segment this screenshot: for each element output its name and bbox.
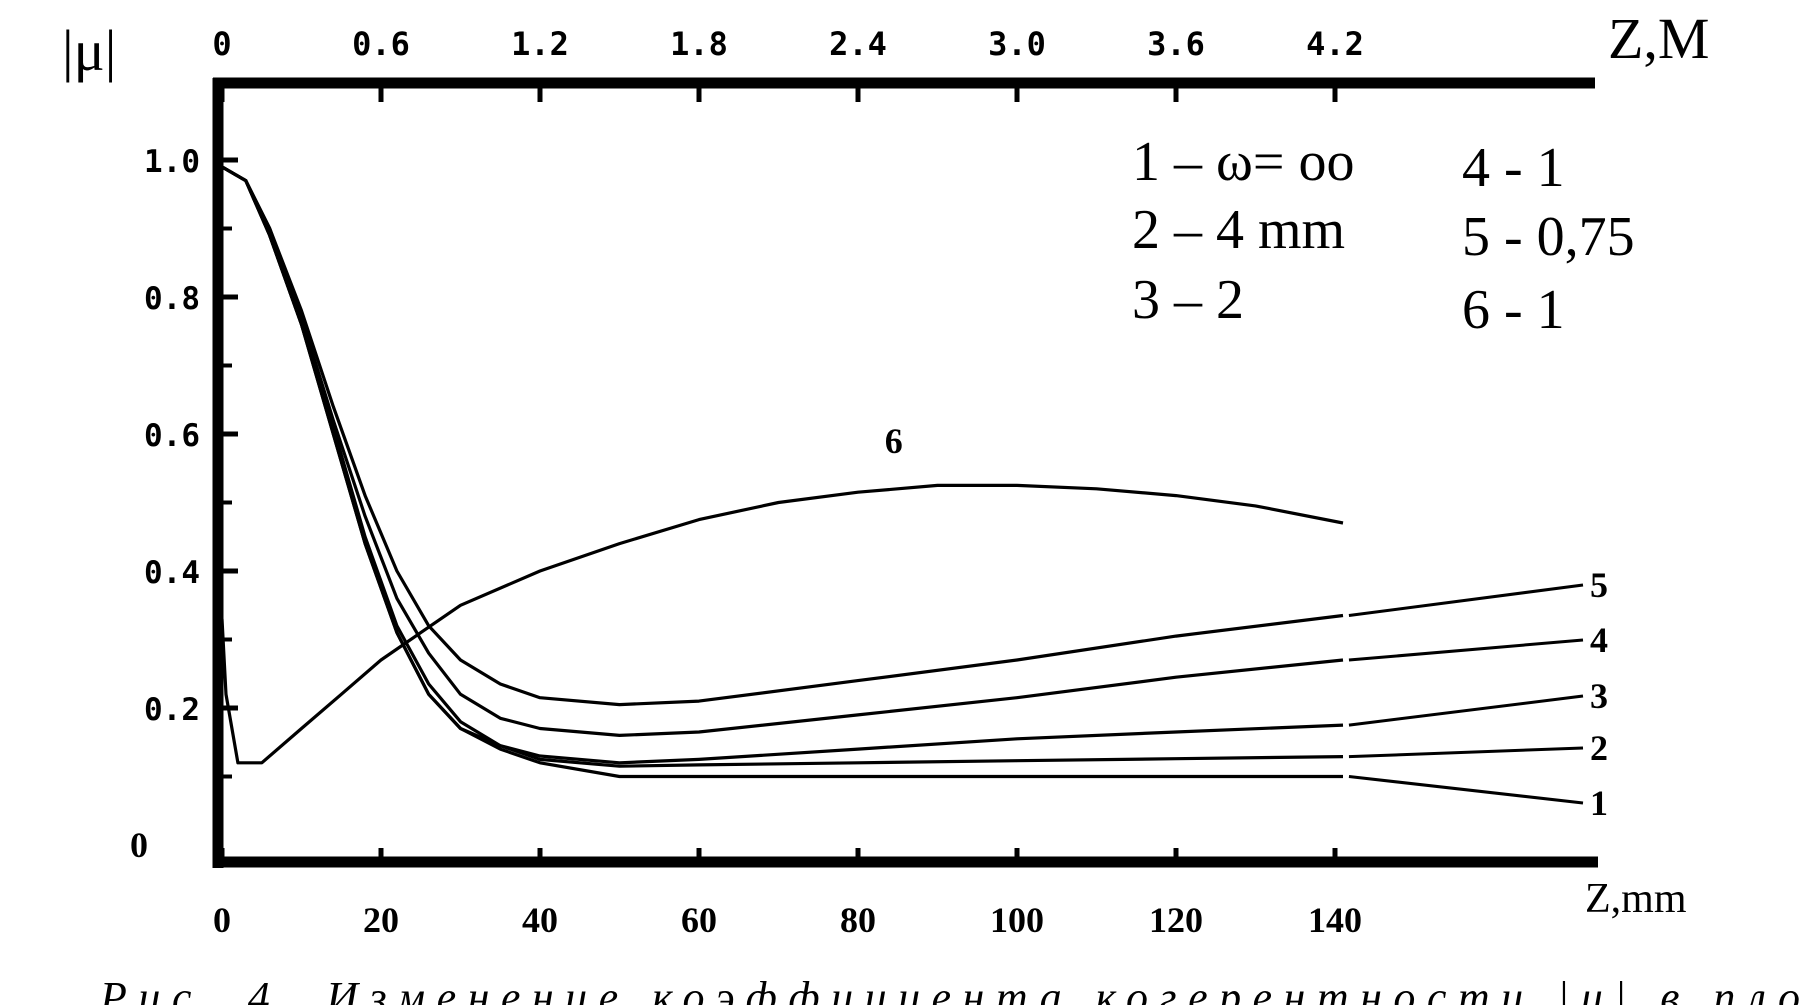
- legend: 1 – ω= oo 2 – 4 mm 3 – 2 4 - 1 5 - 0,75 …: [1132, 131, 1635, 341]
- x-top-axis-label: Z,M: [1608, 6, 1710, 71]
- legend-entry-6: 6 - 1: [1462, 279, 1565, 341]
- x-bottom-tick-label: 0: [213, 900, 231, 940]
- axis-ticks: [218, 83, 1338, 862]
- x-top-tick-label: 1.2: [511, 25, 569, 63]
- curves: [220, 165, 1344, 779]
- curve-leader-5: [1348, 583, 1584, 618]
- curve-leader-3: [1348, 694, 1584, 727]
- x-bottom-tick-label: 140: [1308, 900, 1362, 940]
- y-tick-label: 0.2: [144, 692, 200, 728]
- y-axis-label: |μ|: [62, 18, 116, 83]
- x-bottom-tick-label: 80: [840, 900, 876, 940]
- x-bottom-tick-label: 60: [681, 900, 717, 940]
- x-top-tick-label: 2.4: [829, 25, 887, 63]
- x-top-tick-label: 0.6: [352, 25, 410, 63]
- x-top-tick-label: 0: [212, 25, 231, 63]
- x-top-tick-label: 3.6: [1147, 25, 1205, 63]
- legend-entry-5: 5 - 0,75: [1462, 206, 1635, 268]
- curve-4: [221, 165, 1344, 737]
- curve-leader-4: [1348, 638, 1584, 662]
- y-tick-label: 0.4: [144, 555, 200, 591]
- curve-6: [220, 483, 1344, 765]
- curve-leader-2: [1348, 746, 1584, 759]
- y-tick-label: 0: [130, 825, 148, 865]
- curve-label-3: 3: [1590, 676, 1608, 716]
- x-bottom-tick-label: 20: [363, 900, 399, 940]
- x-bottom-tick-label: 100: [990, 900, 1044, 940]
- legend-entry-3: 3 – 2: [1132, 269, 1244, 331]
- y-tick-label: 1.0: [144, 144, 200, 180]
- curve-label-1: 1: [1590, 783, 1608, 823]
- curve-label-4: 4: [1590, 620, 1608, 660]
- curve-label-2: 2: [1590, 728, 1608, 768]
- curve-leader-1: [1348, 775, 1584, 805]
- figure-caption: Рис. 4. Изменение коэффициента когерентн…: [99, 973, 1800, 1005]
- x-top-tick-label: 4.2: [1306, 25, 1364, 63]
- curve-3: [221, 165, 1344, 765]
- curve-labels: 1 2 3 4 5 6: [885, 421, 1608, 823]
- legend-entry-4: 4 - 1: [1462, 137, 1565, 199]
- x-top-tick-label: 1.8: [670, 25, 728, 63]
- x-bottom-tick-label: 40: [522, 900, 558, 940]
- x-bottom-axis-label: Z,mm: [1585, 876, 1687, 922]
- x-top-tick-label: 3.0: [988, 25, 1046, 63]
- y-tick-label: 0.8: [144, 281, 200, 317]
- y-tick-label: 0.6: [144, 418, 200, 454]
- legend-entry-2: 2 – 4 mm: [1132, 199, 1345, 261]
- curve-label-6: 6: [885, 421, 903, 461]
- legend-entry-1: 1 – ω= oo: [1132, 131, 1354, 193]
- x-bottom-tick-label: 120: [1149, 900, 1203, 940]
- curve-5: [221, 165, 1344, 707]
- curve-label-5: 5: [1590, 565, 1608, 605]
